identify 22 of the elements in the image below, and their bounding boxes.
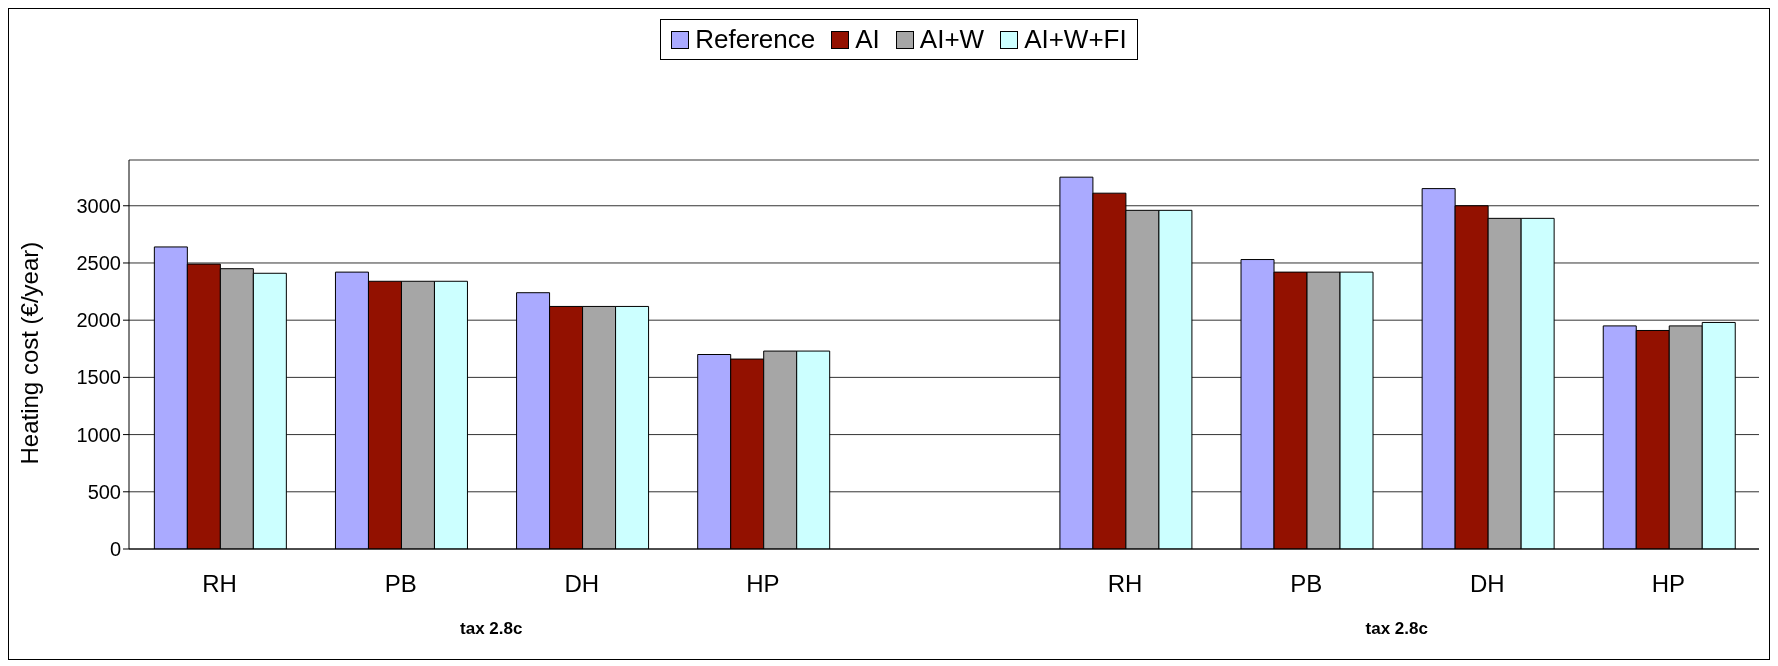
legend-label: Reference (694, 24, 816, 55)
x-tick-label: PB (384, 570, 417, 598)
y-tick-label: 2000 (76, 309, 121, 332)
x-tick-label: DH (564, 570, 600, 598)
y-tick-label: 1000 (76, 423, 121, 446)
y-tick-label: 500 (87, 480, 121, 503)
legend-label: AI (854, 24, 880, 55)
legend-label: AI+W (918, 24, 985, 55)
y-tick-label: 3000 (76, 194, 121, 217)
x-tick-label: HP (746, 570, 780, 598)
legend-label: AI+W+FI (1023, 24, 1127, 55)
x-tick-label: RH (202, 570, 237, 598)
text: tax 2.8c (459, 619, 524, 639)
y-tick-label: 2500 (76, 252, 121, 275)
x-tick-label: HP (1651, 570, 1686, 598)
text: tax 2.8c (1364, 619, 1429, 639)
x-tick-label: RH (1107, 570, 1143, 598)
y-axis-title: Heating cost (€/year) (15, 241, 43, 465)
y-tick-label: 0 (109, 538, 121, 561)
x-tick-label: PB (1290, 570, 1323, 598)
y-tick-label: 1500 (76, 366, 121, 389)
x-tick-label: DH (1470, 570, 1505, 598)
